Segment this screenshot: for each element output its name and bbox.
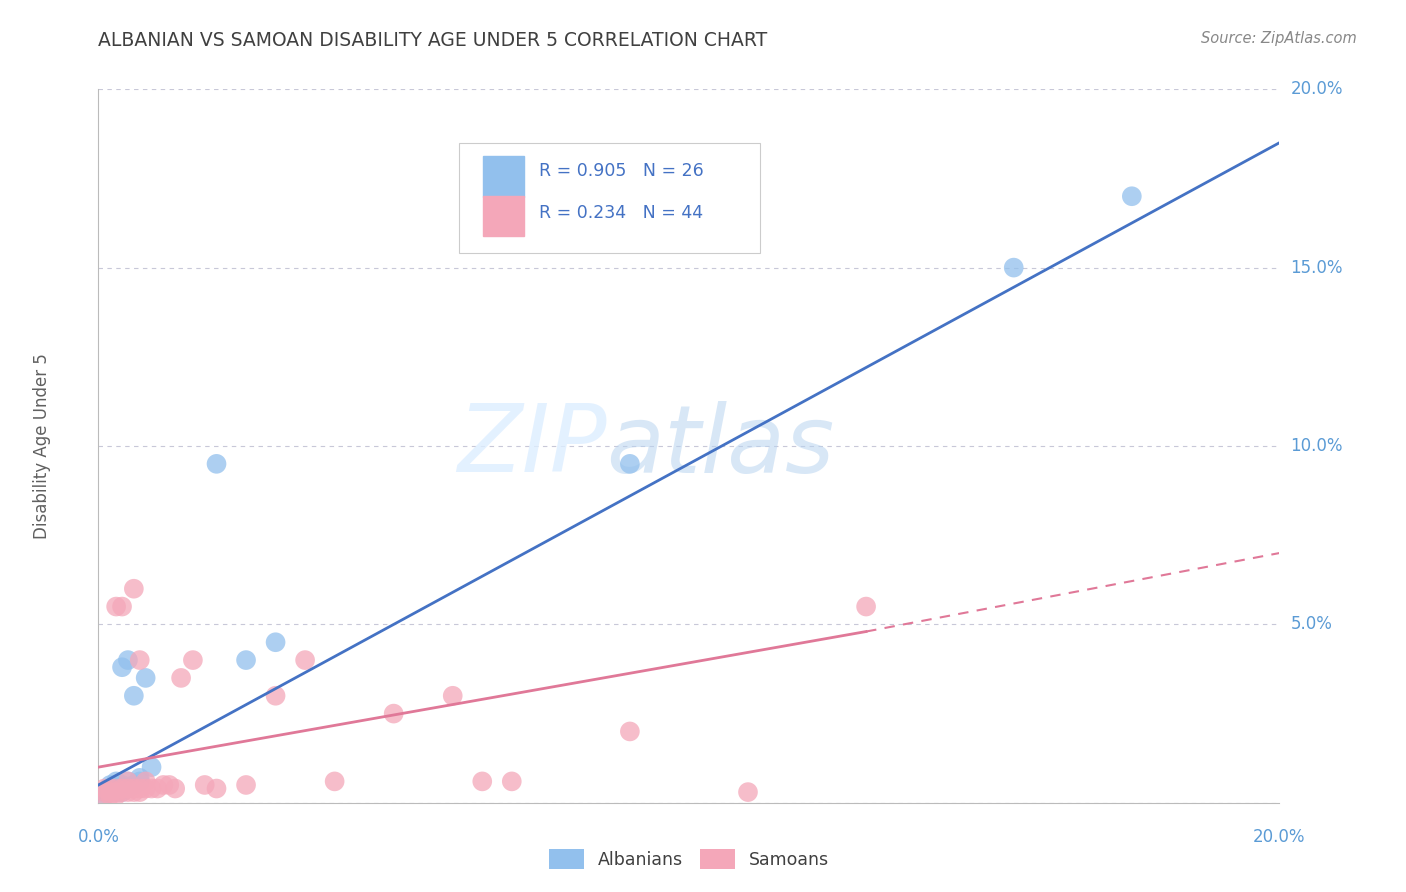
FancyBboxPatch shape bbox=[458, 143, 759, 253]
Point bbox=[181, 653, 204, 667]
Point bbox=[111, 599, 134, 614]
Point bbox=[117, 774, 139, 789]
Point bbox=[105, 781, 128, 796]
Point bbox=[93, 785, 115, 799]
Text: 20.0%: 20.0% bbox=[1253, 828, 1306, 846]
Point bbox=[93, 789, 115, 803]
Text: 15.0%: 15.0% bbox=[1291, 259, 1343, 277]
Point bbox=[98, 781, 121, 796]
Legend: Albanians, Samoans: Albanians, Samoans bbox=[543, 842, 835, 876]
Point bbox=[117, 774, 139, 789]
Text: atlas: atlas bbox=[606, 401, 835, 491]
Point bbox=[235, 778, 257, 792]
Point bbox=[141, 760, 163, 774]
Point bbox=[98, 781, 121, 796]
Point bbox=[264, 635, 287, 649]
Point bbox=[146, 781, 169, 796]
Point bbox=[128, 785, 150, 799]
Point bbox=[382, 706, 405, 721]
Point bbox=[105, 785, 128, 799]
Point bbox=[157, 778, 180, 792]
Point bbox=[105, 599, 128, 614]
Point bbox=[122, 778, 145, 792]
Point bbox=[441, 689, 464, 703]
Point bbox=[141, 781, 163, 796]
FancyBboxPatch shape bbox=[484, 156, 523, 197]
Text: Disability Age Under 5: Disability Age Under 5 bbox=[32, 353, 51, 539]
Point bbox=[122, 689, 145, 703]
Point bbox=[111, 778, 134, 792]
Point bbox=[135, 781, 157, 796]
Point bbox=[205, 781, 228, 796]
Point bbox=[117, 781, 139, 796]
Text: R = 0.905   N = 26: R = 0.905 N = 26 bbox=[538, 162, 703, 180]
Point bbox=[205, 457, 228, 471]
Point bbox=[111, 785, 134, 799]
Point bbox=[170, 671, 193, 685]
Text: 5.0%: 5.0% bbox=[1291, 615, 1333, 633]
Text: 20.0%: 20.0% bbox=[1291, 80, 1343, 98]
Text: ZIP: ZIP bbox=[457, 401, 606, 491]
Point bbox=[128, 781, 150, 796]
Point bbox=[122, 582, 145, 596]
Point bbox=[105, 781, 128, 796]
Point bbox=[165, 781, 187, 796]
Point bbox=[98, 778, 121, 792]
Point bbox=[1121, 189, 1143, 203]
Point bbox=[1002, 260, 1025, 275]
Point bbox=[105, 789, 128, 803]
Point bbox=[128, 653, 150, 667]
FancyBboxPatch shape bbox=[484, 195, 523, 236]
Point bbox=[122, 785, 145, 799]
Point bbox=[111, 785, 134, 799]
Point bbox=[235, 653, 257, 667]
Point bbox=[152, 778, 174, 792]
Point bbox=[471, 774, 494, 789]
Text: ALBANIAN VS SAMOAN DISABILITY AGE UNDER 5 CORRELATION CHART: ALBANIAN VS SAMOAN DISABILITY AGE UNDER … bbox=[98, 31, 768, 50]
Text: Source: ZipAtlas.com: Source: ZipAtlas.com bbox=[1201, 31, 1357, 46]
Point bbox=[93, 789, 115, 803]
Point bbox=[619, 724, 641, 739]
Point bbox=[128, 774, 150, 789]
Point bbox=[855, 599, 877, 614]
Point bbox=[93, 785, 115, 799]
Point bbox=[128, 771, 150, 785]
Point bbox=[98, 785, 121, 799]
Point bbox=[194, 778, 217, 792]
Text: 0.0%: 0.0% bbox=[77, 828, 120, 846]
Point bbox=[264, 689, 287, 703]
Point bbox=[98, 785, 121, 799]
Point bbox=[111, 781, 134, 796]
Point bbox=[117, 653, 139, 667]
Point bbox=[98, 789, 121, 803]
Point bbox=[105, 774, 128, 789]
Point bbox=[122, 781, 145, 796]
Point bbox=[323, 774, 346, 789]
Text: R = 0.234   N = 44: R = 0.234 N = 44 bbox=[538, 203, 703, 221]
Point bbox=[111, 660, 134, 674]
Point bbox=[501, 774, 523, 789]
Point bbox=[737, 785, 759, 799]
Point bbox=[619, 457, 641, 471]
Text: 10.0%: 10.0% bbox=[1291, 437, 1343, 455]
Point bbox=[105, 785, 128, 799]
Point bbox=[294, 653, 316, 667]
Point bbox=[93, 781, 115, 796]
Point bbox=[117, 785, 139, 799]
Point bbox=[135, 671, 157, 685]
Point bbox=[135, 774, 157, 789]
Point bbox=[117, 781, 139, 796]
